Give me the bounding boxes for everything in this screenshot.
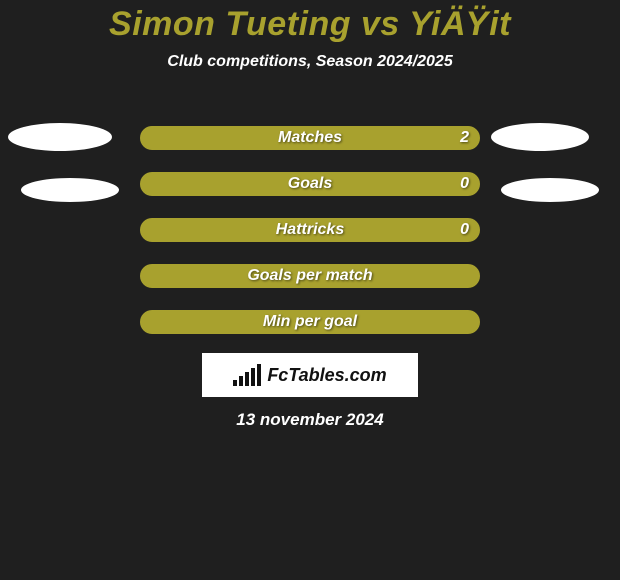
stat-row: Hattricks0 <box>140 218 480 242</box>
side-ellipse <box>8 123 112 151</box>
side-ellipse <box>501 178 599 202</box>
stat-row-label: Goals per match <box>141 267 479 285</box>
date-text: 13 november 2024 <box>0 410 620 430</box>
stat-row-label: Min per goal <box>141 313 479 331</box>
logo-text: FcTables.com <box>267 365 386 386</box>
logo-box: FcTables.com <box>202 353 418 397</box>
stat-row-label: Goals <box>141 175 479 193</box>
stat-row: Goals per match <box>140 264 480 288</box>
stat-row: Goals0 <box>140 172 480 196</box>
stage: Simon Tueting vs YiÄŸit Club competition… <box>0 0 620 580</box>
stat-row-value: 2 <box>460 129 469 147</box>
page-title: Simon Tueting vs YiÄŸit <box>0 0 620 43</box>
page-subtitle: Club competitions, Season 2024/2025 <box>0 53 620 71</box>
stat-row: Min per goal <box>140 310 480 334</box>
stat-row-value: 0 <box>460 221 469 239</box>
side-ellipse <box>21 178 119 202</box>
side-ellipse <box>491 123 589 151</box>
stat-row-value: 0 <box>460 175 469 193</box>
stat-row-label: Hattricks <box>141 221 479 239</box>
stat-rows: Matches2Goals0Hattricks0Goals per matchM… <box>140 126 480 356</box>
stat-row: Matches2 <box>140 126 480 150</box>
logo-bars-icon <box>233 364 261 386</box>
stat-row-label: Matches <box>141 129 479 147</box>
